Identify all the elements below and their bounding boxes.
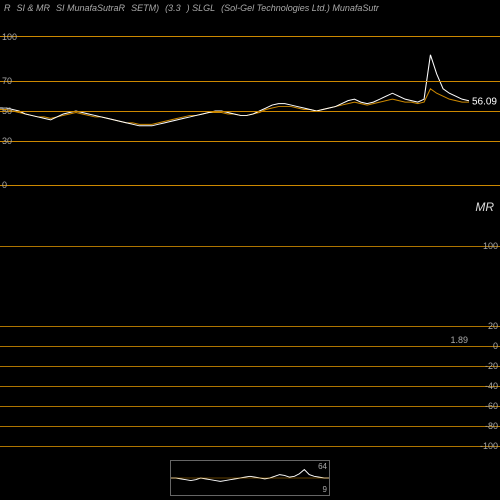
- gridline: [0, 446, 500, 447]
- gridline: [0, 406, 500, 407]
- current-value-tag: 56.09: [469, 95, 500, 108]
- header-item: R: [4, 3, 11, 13]
- axis-label: 50: [2, 106, 12, 116]
- header-item: (Sol-Gel Technologies Ltd.) MunafaSutr: [221, 3, 379, 13]
- axis-label: 0: [493, 341, 498, 351]
- gridline: [0, 366, 500, 367]
- axis-label: 20: [488, 321, 498, 331]
- axis-label: -20: [485, 361, 498, 371]
- gridline: [0, 81, 500, 82]
- gridline: [0, 246, 500, 247]
- axis-label: 0: [2, 180, 7, 190]
- axis-label: -100: [480, 441, 498, 451]
- current-mr-label: 1.89: [450, 335, 468, 345]
- mr-label: MR: [475, 200, 494, 214]
- header-item: (3.3: [165, 3, 181, 13]
- header-item: ) SLGL: [187, 3, 216, 13]
- axis-label: -80: [485, 421, 498, 431]
- mr-bar-chart: -100-80-60-40-200201001.89: [0, 246, 500, 446]
- rsi-chart: 56.09 0305070100: [0, 36, 500, 186]
- axis-label: 70: [2, 76, 12, 86]
- mini-top-label: 64: [318, 462, 327, 471]
- axis-label: -60: [485, 401, 498, 411]
- header-item: SETM): [131, 3, 159, 13]
- header-item: SI MunafaSutraR: [56, 3, 125, 13]
- gridline: [0, 346, 500, 347]
- axis-label: 100: [2, 32, 17, 42]
- gridline: [0, 326, 500, 327]
- axis-label: -40: [485, 381, 498, 391]
- mini-bot-label: 9: [323, 485, 327, 494]
- axis-label: 30: [2, 136, 12, 146]
- gridline: [0, 141, 500, 142]
- header-item: SI & MR: [17, 3, 51, 13]
- axis-label: 100: [483, 241, 498, 251]
- mini-overview-chart: 64 9: [170, 460, 330, 496]
- chart-header: R SI & MR SI MunafaSutraR SETM) (3.3 ) SLGL (S…: [0, 0, 500, 16]
- gridline: [0, 386, 500, 387]
- gridline: [0, 111, 500, 112]
- gridline: [0, 426, 500, 427]
